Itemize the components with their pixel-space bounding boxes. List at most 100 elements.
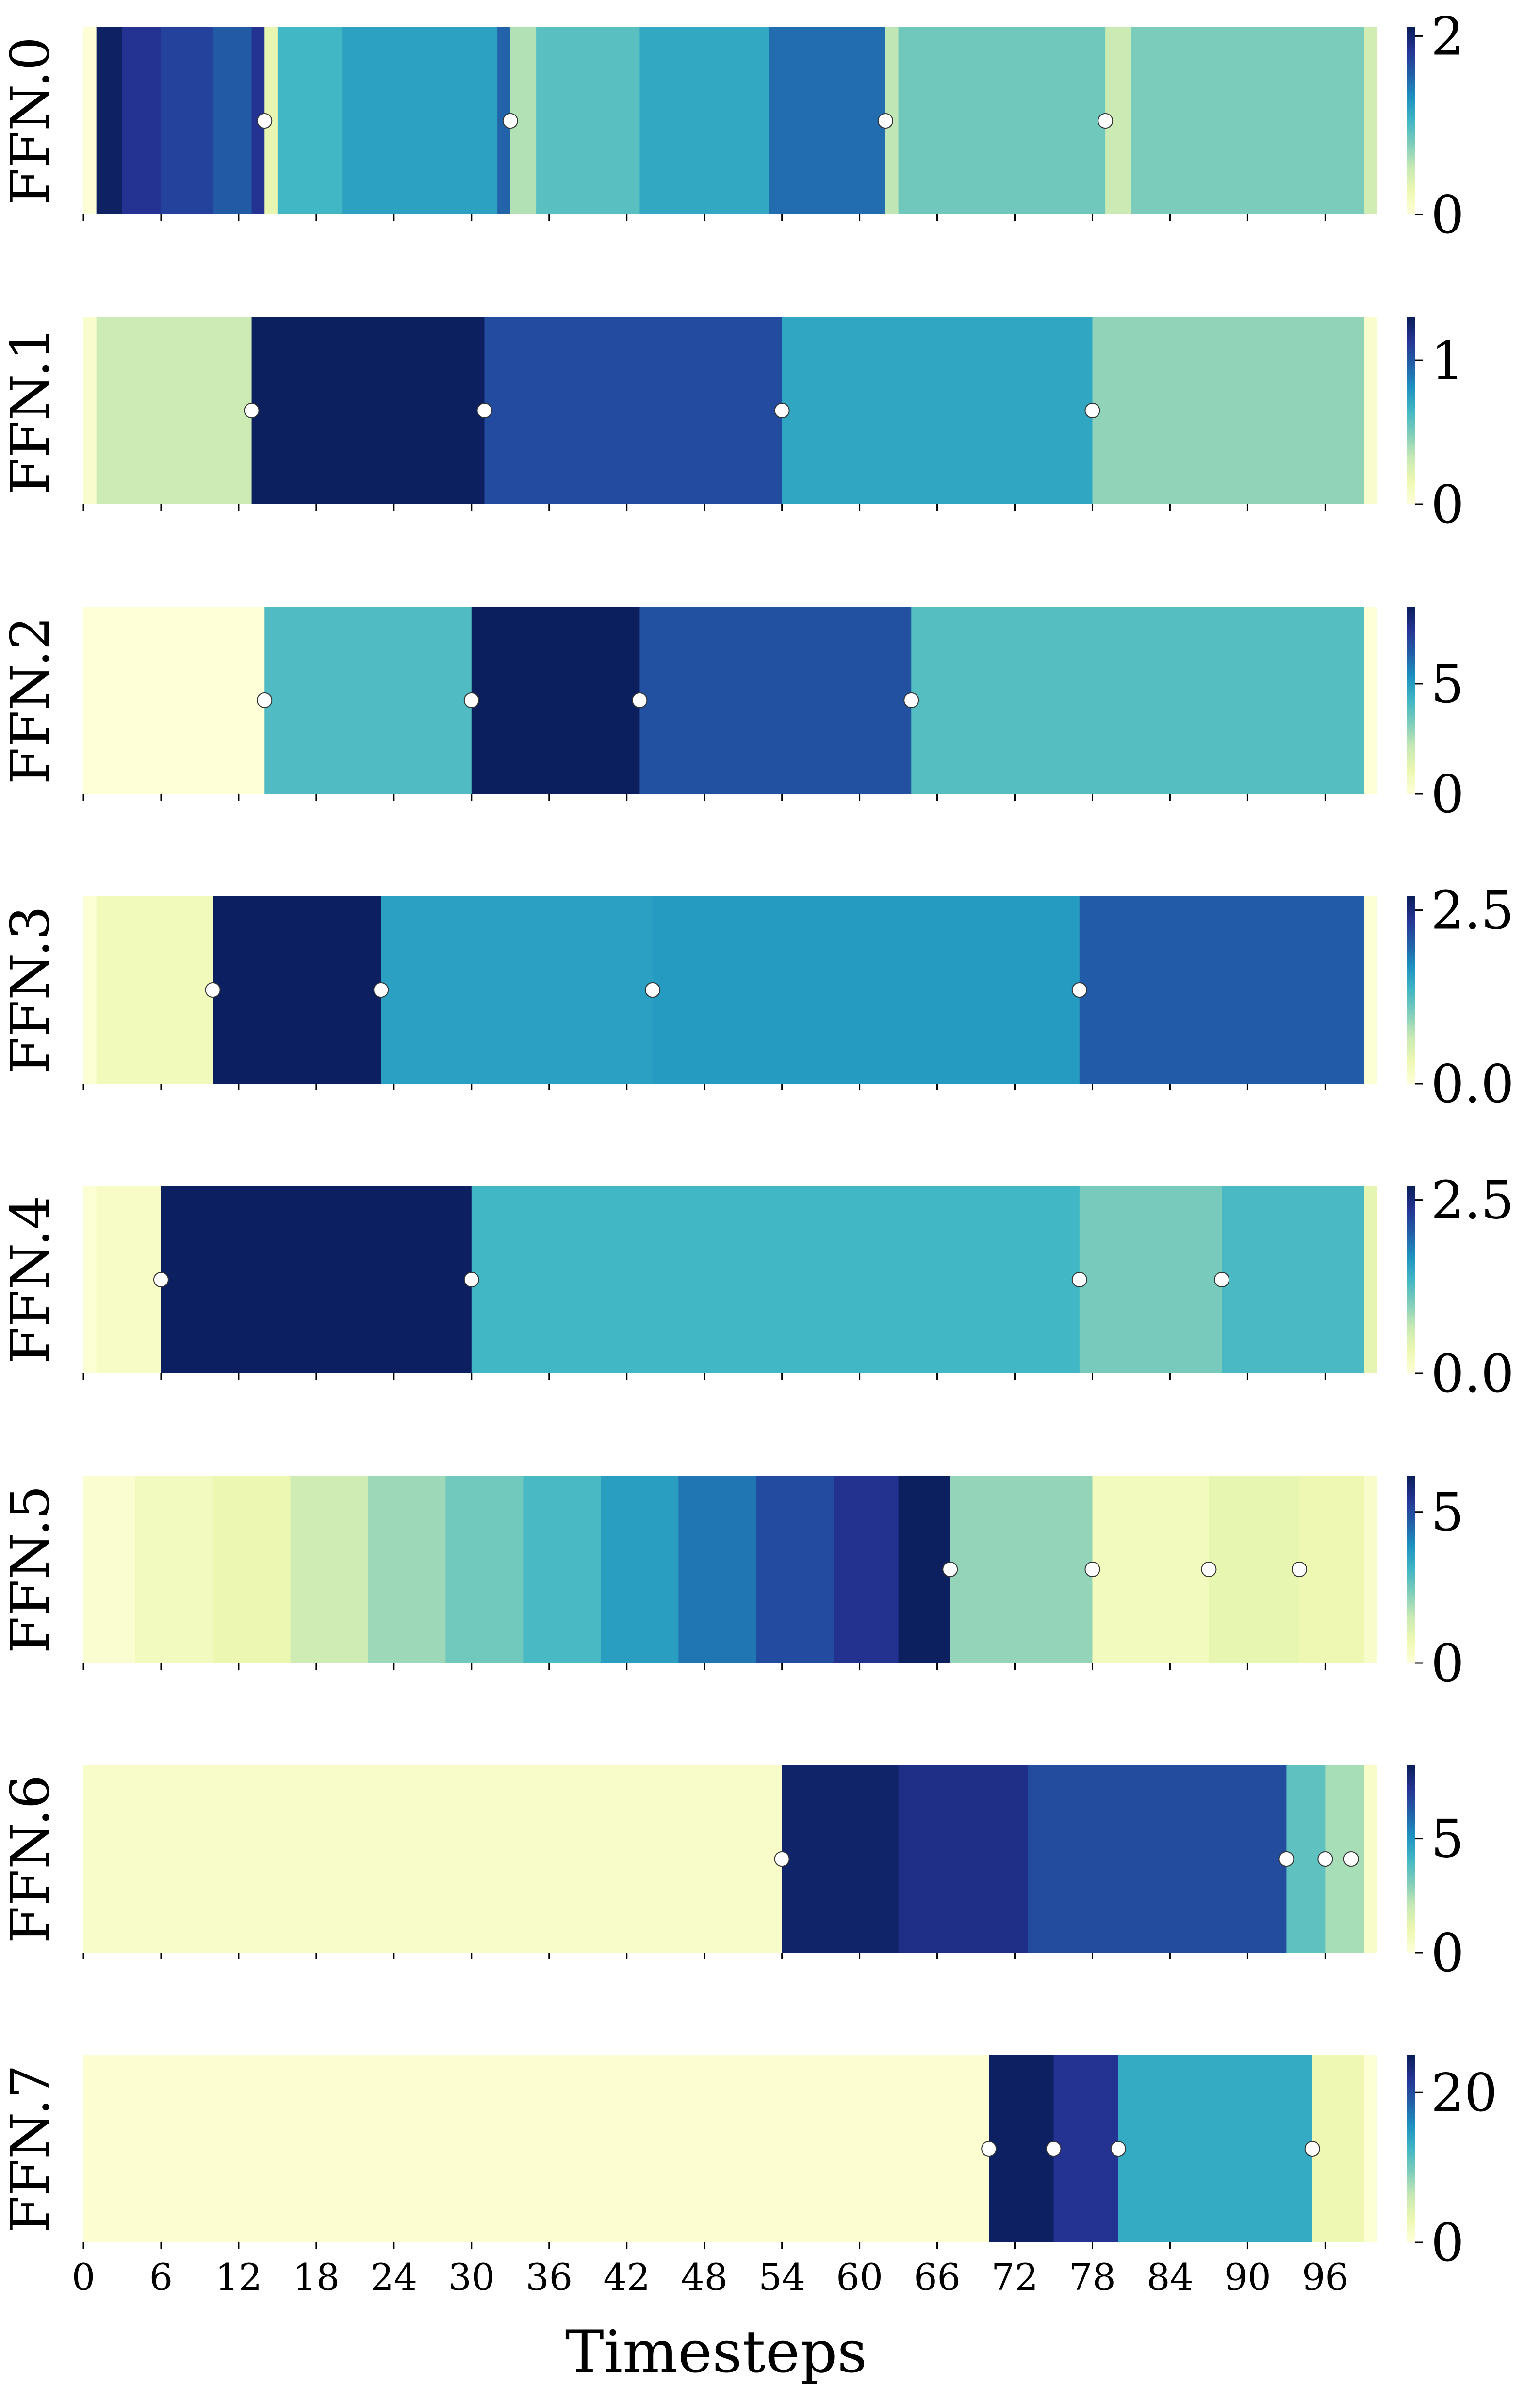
- heatmap-cell: [653, 896, 1080, 1084]
- heatmap-cell: [381, 896, 653, 1084]
- heatmap-cell: [135, 1476, 213, 1663]
- heatmap-cell: [484, 317, 783, 504]
- change-point-marker: [1201, 1562, 1217, 1577]
- heatmap-cell: [782, 1765, 899, 1953]
- heatmap-cell: [678, 1476, 756, 1663]
- heatmap-cell: [471, 607, 640, 794]
- change-point-marker: [476, 403, 492, 418]
- change-point-marker: [463, 692, 479, 708]
- x-tick-label: 72: [991, 2255, 1038, 2299]
- heatmap-cell: [898, 27, 1106, 214]
- x-tick-label: 90: [1224, 2255, 1271, 2299]
- change-point-marker: [877, 113, 893, 129]
- x-tick-label: 12: [215, 2255, 262, 2299]
- colorbar: [1407, 27, 1415, 214]
- colorbar: [1407, 607, 1415, 794]
- x-tick-label: 96: [1302, 2255, 1349, 2299]
- heatmap-cell: [1079, 896, 1364, 1084]
- heatmap-cell: [1299, 1476, 1364, 1663]
- heatmap-cell: [1364, 27, 1377, 214]
- heatmap-cell: [911, 607, 1364, 794]
- heatmap-cell: [251, 317, 485, 504]
- x-tick-label: 66: [914, 2255, 961, 2299]
- heatmap-panels: FFN.0 0 2 FFN.1 0 1 FFN.2 0 5 FFN.3 0.0 2.5 FFN.4 0.0…: [0, 6, 1514, 2299]
- heatmap-cell: [445, 1476, 524, 1663]
- colorbar: [1407, 1765, 1415, 1953]
- change-point-marker: [632, 692, 648, 708]
- change-point-marker: [981, 2141, 997, 2157]
- colorbar-tick-label: 2.5: [1431, 1170, 1514, 1231]
- heatmap-cell: [264, 607, 472, 794]
- colorbar-tick-label: 20: [1431, 2063, 1497, 2124]
- change-point-marker: [1098, 113, 1114, 129]
- heatmap-cell: [213, 896, 381, 1084]
- change-point-marker: [942, 1562, 958, 1577]
- colorbar: [1407, 1476, 1415, 1663]
- heatmap-cell: [342, 27, 498, 214]
- colorbar: [1407, 1186, 1415, 1373]
- x-tick-label: 6: [149, 2255, 173, 2299]
- change-point-marker: [903, 692, 919, 708]
- change-point-marker: [1214, 1272, 1230, 1287]
- heatmap-cell: [83, 1476, 136, 1663]
- y-axis-label: FFN.5: [0, 1485, 61, 1654]
- heatmap-cell: [601, 1476, 679, 1663]
- x-tick-label: 18: [293, 2255, 340, 2299]
- change-point-marker: [257, 113, 273, 129]
- panel-ffn-4: FFN.4 0.0 2.5: [0, 1170, 1514, 1404]
- heatmap-cell: [1364, 607, 1377, 794]
- change-point-marker: [1046, 2141, 1062, 2157]
- x-tick-label: 60: [836, 2255, 883, 2299]
- heatmap-cell: [639, 27, 770, 214]
- colorbar-tick-label: 0: [1431, 764, 1464, 825]
- heatmap-cell: [989, 2055, 1054, 2242]
- colorbar-tick-label: 0: [1431, 1633, 1464, 1694]
- change-point-marker: [1292, 1562, 1308, 1577]
- x-axis-label: Timesteps: [565, 2319, 867, 2386]
- heatmap-cell: [756, 1476, 834, 1663]
- colorbar-tick-label: 2.5: [1431, 881, 1514, 941]
- heatmap-cell: [290, 1476, 369, 1663]
- colorbar-tick-label: 0: [1431, 2213, 1464, 2273]
- heatmap-cell: [1131, 27, 1364, 214]
- change-point-marker: [502, 113, 518, 129]
- heatmap-cell: [83, 607, 265, 794]
- heatmap-cell: [1118, 2055, 1313, 2242]
- heatmap-cell: [96, 1186, 162, 1373]
- heatmap-cell: [161, 1186, 472, 1373]
- heatmap-cell: [277, 27, 343, 214]
- heatmap-cell: [523, 1476, 601, 1663]
- y-axis-label: FFN.0: [0, 37, 61, 205]
- x-tick-label: 42: [603, 2255, 650, 2299]
- colorbar-tick-label: 5: [1431, 1809, 1464, 1870]
- heatmap-cell: [1364, 1476, 1377, 1663]
- heatmap-cell: [1079, 1186, 1222, 1373]
- heatmap-cell: [1092, 1476, 1210, 1663]
- change-point-marker: [153, 1272, 169, 1287]
- change-point-marker: [257, 692, 273, 708]
- heatmap-cell: [1053, 2055, 1119, 2242]
- colorbar-tick-label: 1: [1431, 330, 1464, 391]
- change-point-marker: [1278, 1851, 1294, 1867]
- heatmap-cell: [769, 27, 886, 214]
- change-point-marker: [463, 1272, 479, 1287]
- colorbar: [1407, 896, 1415, 1084]
- panel-ffn-0: FFN.0 0 2: [0, 6, 1464, 246]
- change-point-marker: [1071, 1272, 1087, 1287]
- colorbar-tick-label: 2: [1431, 6, 1464, 67]
- heatmap-cell: [1364, 1765, 1377, 1953]
- heatmap-cell: [83, 317, 97, 504]
- heatmap-cell: [950, 1476, 1093, 1663]
- heatmap-cell: [834, 1476, 899, 1663]
- y-axis-label: FFN.6: [0, 1775, 61, 1943]
- heatmap-cell: [536, 27, 640, 214]
- colorbar-tick-label: 0: [1431, 475, 1464, 535]
- colorbar: [1407, 317, 1415, 504]
- heatmap-cell: [1092, 317, 1364, 504]
- panel-ffn-1: FFN.1 0 1: [0, 317, 1464, 535]
- y-axis-label: FFN.4: [0, 1196, 61, 1364]
- colorbar-tick-label: 5: [1431, 1482, 1464, 1543]
- heatmap-cell: [639, 607, 912, 794]
- change-point-marker: [645, 982, 661, 998]
